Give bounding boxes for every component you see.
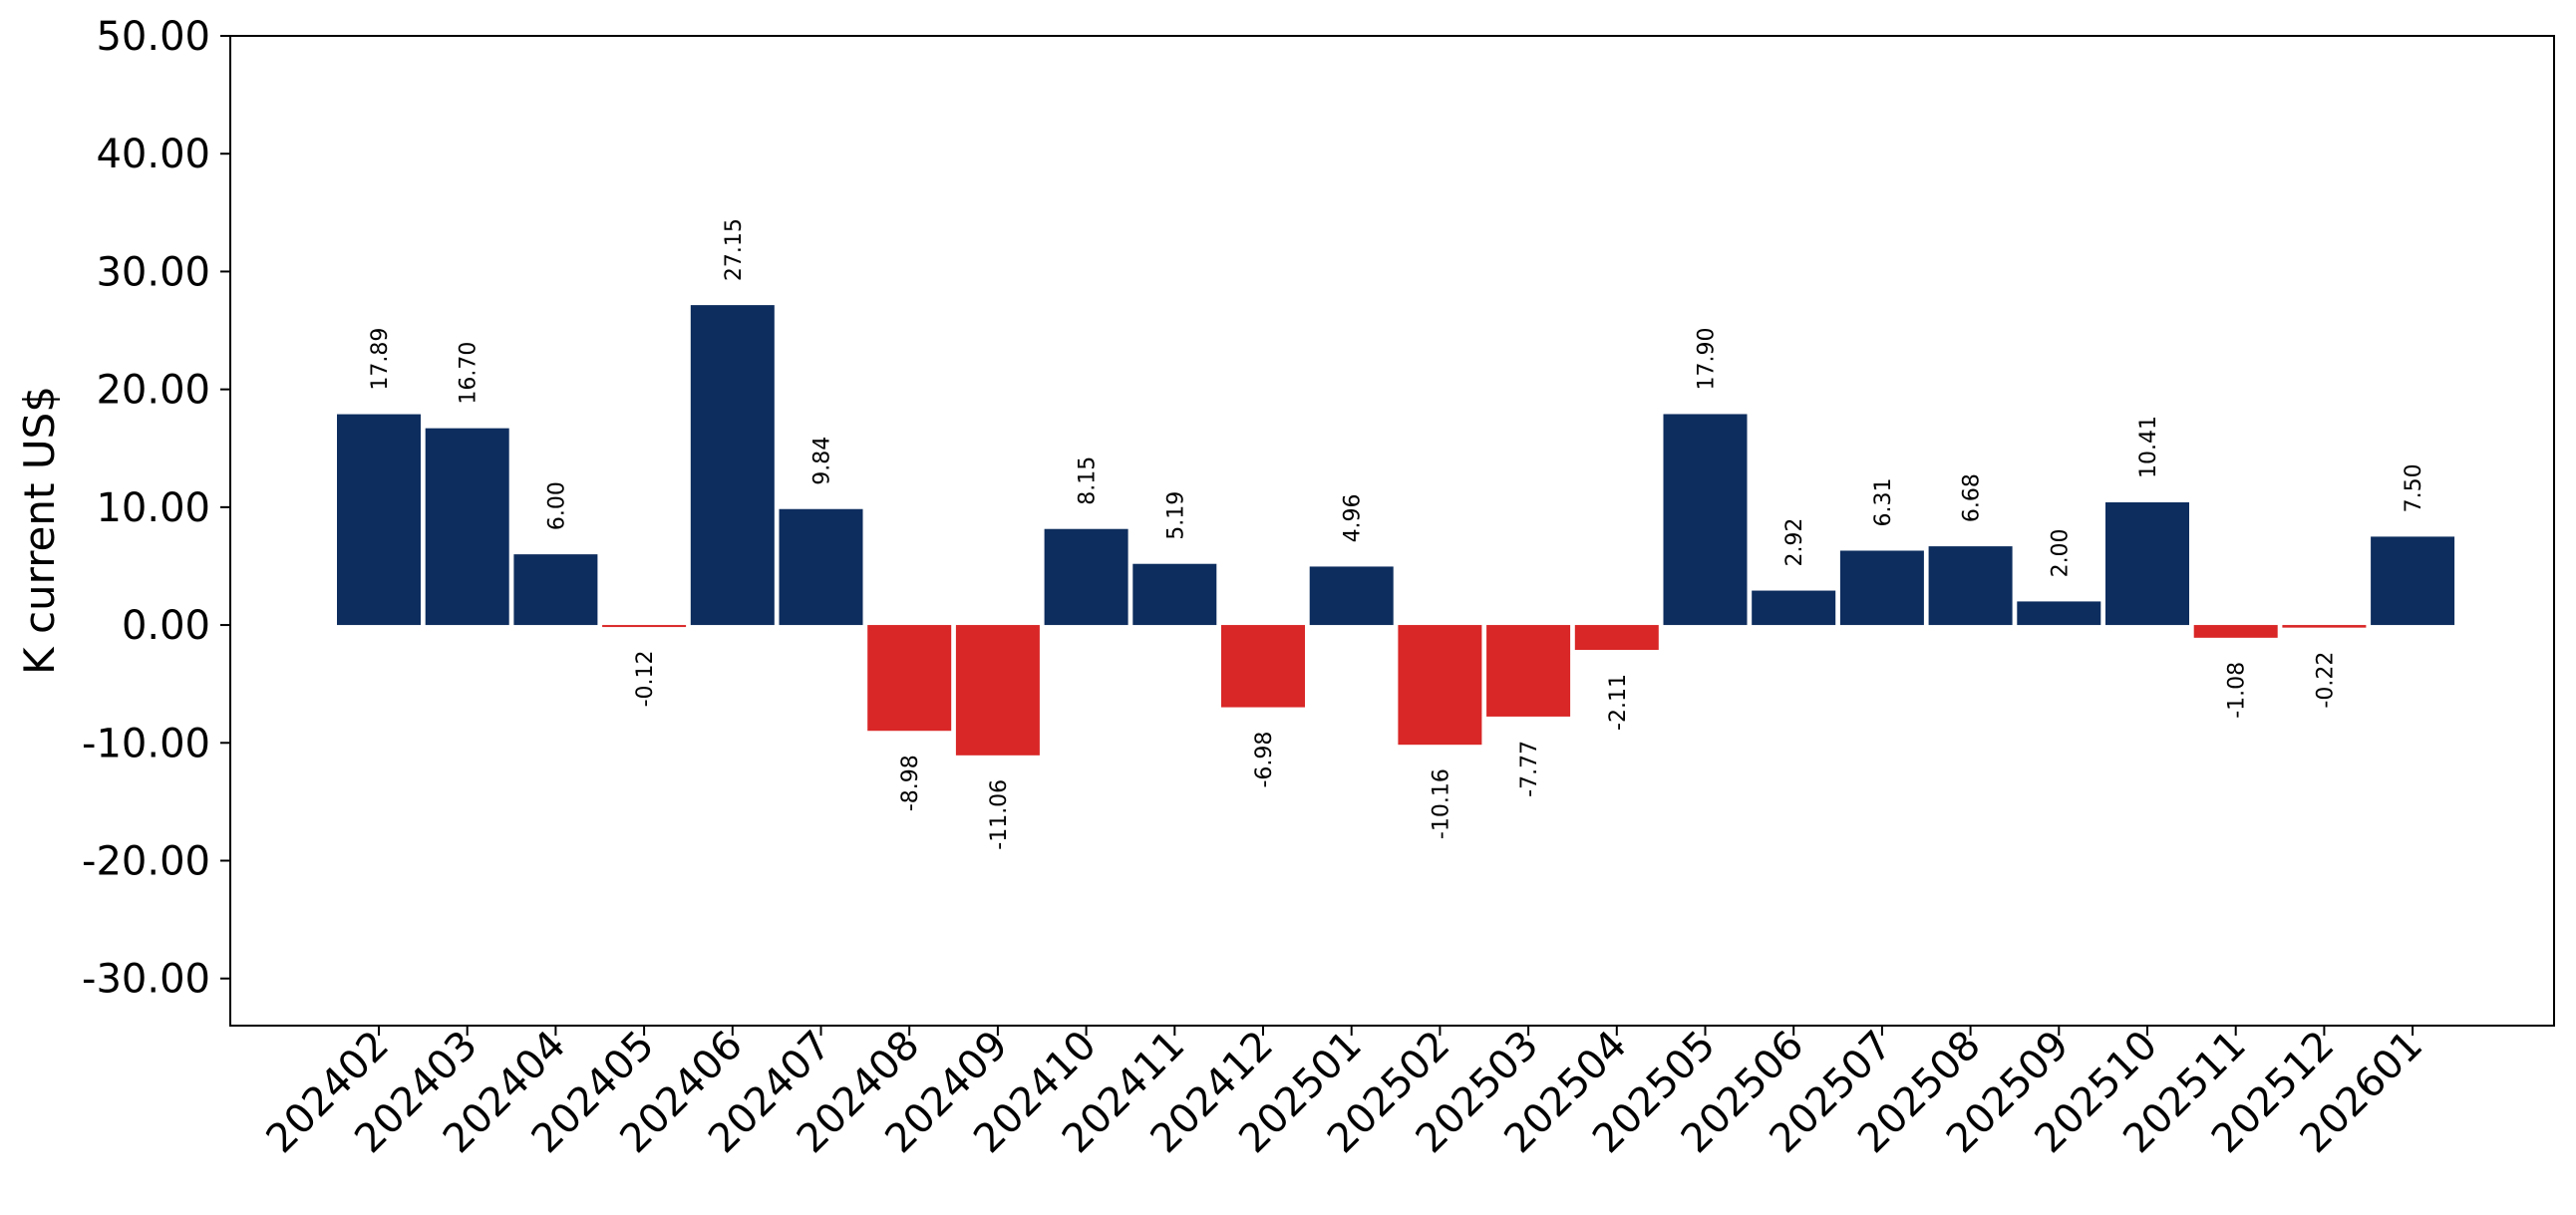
bar-202507 <box>1839 550 1924 626</box>
bar-202411 <box>1132 563 1217 626</box>
bar-202506 <box>1752 590 1836 626</box>
bar-202504 <box>1574 625 1659 651</box>
data-label: -7.77 <box>1517 741 1542 797</box>
bar-202505 <box>1663 414 1748 626</box>
data-label: 9.84 <box>810 437 835 485</box>
data-label: 2.92 <box>1782 518 1807 567</box>
bar-202508 <box>1928 546 2013 626</box>
y-tick-label: -30.00 <box>82 957 210 1003</box>
data-label: 5.19 <box>1163 491 1188 540</box>
bar-202407 <box>779 508 863 626</box>
bar-202509 <box>2017 601 2101 626</box>
data-label: 17.89 <box>368 328 393 391</box>
bar-202501 <box>1309 566 1394 626</box>
data-label: 17.90 <box>1695 327 1720 390</box>
bar-202409 <box>955 625 1040 756</box>
bar-202601 <box>2371 536 2455 626</box>
x-axis: 2024022024032024042024052024062024072024… <box>258 1023 2432 1163</box>
data-label: -2.11 <box>1606 674 1631 731</box>
bar-202502 <box>1398 625 1482 746</box>
bar-202410 <box>1044 528 1128 626</box>
data-label: -11.06 <box>987 779 1012 850</box>
data-label: 4.96 <box>1341 493 1366 542</box>
bar-202412 <box>1221 625 1305 708</box>
y-tick-label: -10.00 <box>82 721 210 766</box>
y-tick-label: -20.00 <box>82 839 210 885</box>
data-label: -0.22 <box>2313 652 2338 709</box>
data-label: 8.15 <box>1076 456 1101 505</box>
data-labels: 17.89 16.70 6.00 -0.12 27.15 9.84 -8.98 -11.06 8… <box>368 218 2426 850</box>
data-label: 6.31 <box>1871 477 1896 526</box>
plot-area <box>229 35 2555 1027</box>
bar-202406 <box>690 305 775 626</box>
data-label: -10.16 <box>1429 768 1453 839</box>
data-label: -0.12 <box>633 650 658 707</box>
bar-202404 <box>513 554 598 626</box>
data-label: 10.41 <box>2136 416 2161 478</box>
data-label: -1.08 <box>2225 662 2250 719</box>
bar-202403 <box>425 428 509 626</box>
y-axis: -30.00 -20.00 -10.00 0.00 10.00 20.00 30.00 40.… <box>82 14 230 1003</box>
y-axis-label: K current US$ <box>15 386 64 675</box>
data-label: 7.50 <box>2402 463 2426 512</box>
data-label: 16.70 <box>457 342 482 405</box>
y-tick-label: 0.00 <box>122 603 210 649</box>
data-label: 6.68 <box>1960 473 1985 522</box>
bar-202405 <box>602 625 687 628</box>
y-tick-label: 10.00 <box>96 485 210 531</box>
bar-202402 <box>337 414 421 626</box>
bar-202408 <box>867 625 952 732</box>
data-label: -8.98 <box>898 755 923 811</box>
y-tick-label: 20.00 <box>96 368 210 414</box>
data-label: 27.15 <box>722 218 747 281</box>
data-label: -6.98 <box>1252 732 1277 788</box>
y-tick-label: 40.00 <box>96 132 210 177</box>
bar-202512 <box>2282 625 2367 628</box>
data-label: 6.00 <box>544 481 569 530</box>
bar-202503 <box>1486 625 1571 717</box>
bar-202510 <box>2105 502 2189 626</box>
bars <box>337 305 2455 756</box>
y-tick-label: 50.00 <box>96 14 210 60</box>
bar-202511 <box>2193 625 2278 638</box>
y-tick-label: 30.00 <box>96 249 210 295</box>
data-label: 2.00 <box>2048 528 2073 577</box>
